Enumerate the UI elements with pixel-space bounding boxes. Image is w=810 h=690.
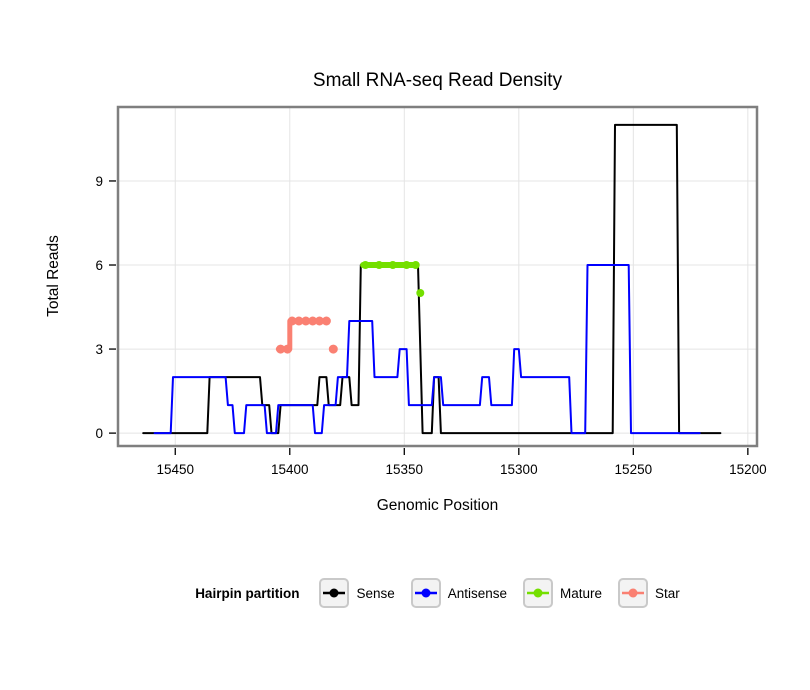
legend-title: Hairpin partition [195, 585, 300, 601]
y-tick-label: 3 [95, 342, 103, 357]
x-tick-label: 15300 [500, 462, 538, 477]
y-axis-label: Total Reads [45, 235, 62, 317]
legend-key-sense-icon [319, 578, 350, 608]
legend-label-star: Star [655, 585, 680, 601]
legend-item-antisense: Antisense [410, 578, 508, 608]
series-line-antisense [153, 264, 701, 435]
series-marker-star [294, 316, 304, 326]
series-marker-star [308, 316, 318, 326]
legend-label-sense: Sense [356, 585, 395, 601]
series-marker-star [287, 316, 297, 326]
legend-item-sense: Sense [319, 578, 395, 608]
legend-key-mature-icon [523, 578, 554, 608]
y-tick-label: 0 [95, 426, 103, 441]
series-marker-star [301, 316, 311, 326]
series-marker-star [315, 316, 324, 326]
legend-item-star: Star [618, 578, 680, 608]
series-marker-mature [375, 261, 384, 269]
x-tick-label: 15200 [729, 462, 767, 477]
x-tick-label: 15400 [271, 462, 309, 477]
series-marker-star [283, 344, 292, 354]
series-marker-mature [416, 289, 425, 297]
x-tick-label: 15450 [156, 462, 194, 477]
legend-label-mature: Mature [560, 585, 603, 601]
legend-items: Sense Antisense Mature Star [319, 578, 680, 608]
series-marker-mature [361, 261, 370, 269]
y-tick-label: 6 [95, 258, 103, 273]
x-axis-label: Genomic Position [376, 497, 499, 514]
series-marker-star [328, 344, 338, 354]
y-tick-label: 9 [95, 174, 103, 189]
legend-item-mature: Mature [523, 578, 602, 608]
series-marker-star [321, 316, 331, 326]
series-marker-mature [411, 261, 420, 269]
legend-key-antisense-icon [410, 578, 441, 608]
x-tick-label: 15250 [615, 462, 653, 477]
series-marker-star [276, 344, 286, 354]
legend: Hairpin partition Sense Antisense Mature St… [118, 578, 757, 608]
chart-title: Small RNA-seq Read Density [312, 70, 563, 91]
legend-key-star-icon [618, 578, 649, 608]
x-tick-label: 15350 [386, 462, 424, 477]
series-marker-mature [388, 261, 397, 269]
legend-label-antisense: Antisense [447, 585, 508, 601]
series-marker-mature [402, 261, 411, 269]
